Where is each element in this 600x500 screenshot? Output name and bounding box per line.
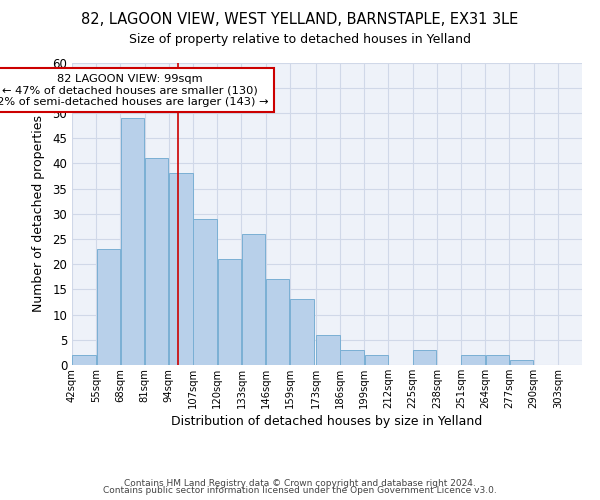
Bar bbox=[365, 355, 388, 365]
Bar bbox=[316, 335, 340, 365]
Bar bbox=[461, 355, 485, 365]
Text: Contains HM Land Registry data © Crown copyright and database right 2024.: Contains HM Land Registry data © Crown c… bbox=[124, 478, 476, 488]
Bar bbox=[97, 249, 120, 365]
Text: 82 LAGOON VIEW: 99sqm
← 47% of detached houses are smaller (130)
52% of semi-det: 82 LAGOON VIEW: 99sqm ← 47% of detached … bbox=[0, 74, 269, 107]
Bar bbox=[73, 355, 96, 365]
Bar bbox=[121, 118, 144, 365]
Y-axis label: Number of detached properties: Number of detached properties bbox=[32, 116, 46, 312]
Bar bbox=[266, 280, 289, 365]
Text: Size of property relative to detached houses in Yelland: Size of property relative to detached ho… bbox=[129, 32, 471, 46]
Bar bbox=[169, 174, 193, 365]
X-axis label: Distribution of detached houses by size in Yelland: Distribution of detached houses by size … bbox=[172, 415, 482, 428]
Bar bbox=[242, 234, 265, 365]
Bar bbox=[413, 350, 436, 365]
Bar bbox=[145, 158, 169, 365]
Text: Contains public sector information licensed under the Open Government Licence v3: Contains public sector information licen… bbox=[103, 486, 497, 495]
Bar bbox=[485, 355, 509, 365]
Bar bbox=[510, 360, 533, 365]
Bar bbox=[290, 300, 314, 365]
Bar bbox=[340, 350, 364, 365]
Bar bbox=[193, 219, 217, 365]
Text: 82, LAGOON VIEW, WEST YELLAND, BARNSTAPLE, EX31 3LE: 82, LAGOON VIEW, WEST YELLAND, BARNSTAPL… bbox=[82, 12, 518, 28]
Bar bbox=[218, 259, 241, 365]
